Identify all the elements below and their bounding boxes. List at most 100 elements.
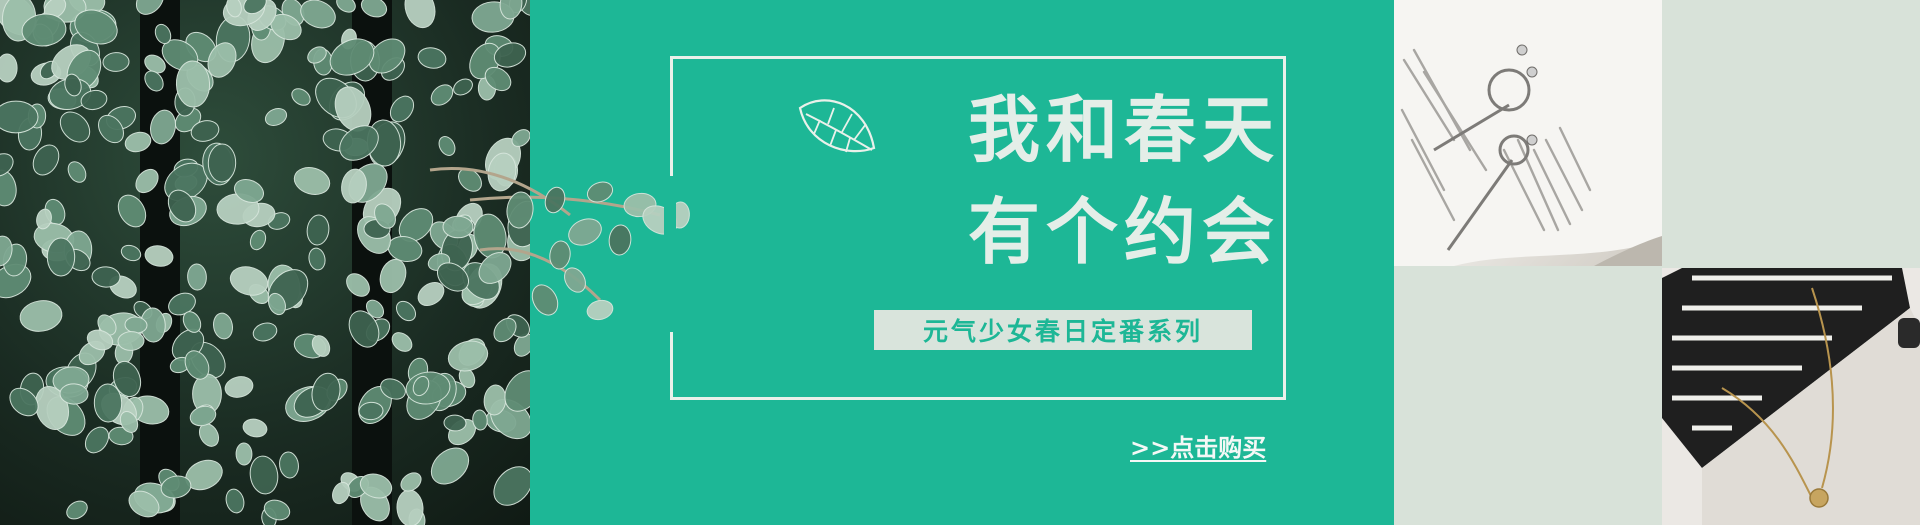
plant-leaf bbox=[242, 418, 268, 438]
plant-leaf bbox=[112, 360, 142, 398]
plant-leaf bbox=[0, 235, 13, 267]
plant-leaf bbox=[478, 252, 512, 284]
plant-leaf bbox=[184, 350, 210, 380]
earring-book-photo[interactable] bbox=[1394, 0, 1662, 266]
plant-leaf bbox=[329, 38, 375, 76]
plant-leaf bbox=[9, 387, 39, 417]
plant-leaf bbox=[102, 52, 130, 72]
plant-leaf bbox=[187, 263, 207, 291]
plant-photo bbox=[0, 0, 530, 525]
plant-leaf bbox=[74, 9, 118, 45]
plant-leaf bbox=[0, 169, 17, 207]
plant-leaf bbox=[84, 426, 110, 454]
plant-leaf bbox=[447, 340, 489, 372]
plant-leaf bbox=[391, 332, 413, 352]
plant-leaf bbox=[252, 322, 278, 342]
plant-leaf bbox=[487, 152, 517, 192]
plant-leaf bbox=[119, 411, 139, 433]
plant-leaf bbox=[549, 240, 571, 270]
plant-leaf bbox=[389, 95, 415, 123]
plant-leaf bbox=[493, 466, 530, 506]
plant-leaf bbox=[608, 224, 632, 256]
plant-leaf bbox=[32, 144, 60, 176]
plant-leaf bbox=[332, 481, 350, 505]
plant-leaf bbox=[368, 38, 406, 74]
scarf-art bbox=[1662, 268, 1920, 525]
plant-leaf bbox=[264, 108, 288, 126]
plant-leaf bbox=[120, 244, 142, 262]
plant-leaf bbox=[586, 299, 614, 321]
plant-leaf bbox=[311, 372, 341, 412]
plant-leaf bbox=[395, 300, 417, 322]
plant-leaf bbox=[438, 136, 456, 156]
plant-leaf bbox=[175, 60, 211, 108]
plant-leaf bbox=[225, 488, 245, 514]
plant-leaf bbox=[226, 0, 242, 18]
plant-leaf bbox=[207, 143, 237, 183]
plant-leaf bbox=[144, 245, 174, 267]
plant-leaf bbox=[59, 383, 89, 405]
plant-leaf bbox=[400, 472, 422, 492]
plant-leaf bbox=[360, 0, 388, 18]
overhang-leaves bbox=[429, 166, 690, 343]
plant-leaf bbox=[144, 70, 164, 92]
plant-leaf bbox=[472, 409, 488, 431]
buy-now-link[interactable]: >>点击购买 bbox=[1130, 433, 1267, 462]
plant-leaf bbox=[117, 331, 145, 351]
plant-leaf bbox=[586, 181, 614, 203]
plant-leaf bbox=[511, 129, 530, 147]
plant-leaf bbox=[213, 312, 233, 340]
plant-leaf bbox=[417, 47, 447, 69]
plant-leaf bbox=[93, 383, 123, 423]
plant-leaf bbox=[97, 314, 117, 336]
plant-leaf bbox=[19, 300, 63, 332]
plant-leaf bbox=[443, 414, 467, 432]
plant-leaf bbox=[346, 273, 370, 297]
plant-leaf bbox=[493, 317, 517, 343]
title-line-1: 我和春天 bbox=[967, 88, 1280, 172]
plant-leaf bbox=[0, 53, 18, 83]
plant-leaf bbox=[117, 194, 147, 228]
plant-leaf bbox=[430, 447, 470, 485]
plant-leaf bbox=[207, 42, 237, 78]
scarf-necklace-photo[interactable] bbox=[1662, 268, 1920, 525]
plant-leaf bbox=[380, 378, 406, 400]
plant-leaf bbox=[167, 189, 197, 223]
plant-leaf bbox=[531, 284, 559, 316]
plant-leaf bbox=[234, 179, 264, 203]
plant-leaf bbox=[436, 262, 470, 292]
plant-leaf bbox=[358, 401, 384, 421]
plant-leaf bbox=[442, 215, 474, 239]
plant-leaf bbox=[504, 370, 530, 412]
plant-leaf bbox=[513, 333, 530, 357]
plant-leaf bbox=[128, 490, 160, 518]
plant-leaf bbox=[66, 500, 88, 520]
plant-leaf bbox=[374, 203, 396, 229]
plant-leaf bbox=[359, 473, 393, 499]
plant-leaf bbox=[365, 299, 385, 319]
plant-leaf bbox=[300, 0, 336, 29]
plant-leaf bbox=[341, 168, 367, 204]
plant-leaf bbox=[86, 329, 114, 351]
plant-leaf bbox=[308, 247, 326, 271]
plant-leaf bbox=[98, 114, 124, 144]
plant-leaf bbox=[224, 376, 254, 398]
plant-leaf bbox=[154, 23, 172, 45]
plant-leaf bbox=[291, 88, 311, 106]
plant-leaf bbox=[182, 311, 202, 333]
subtitle-badge: 元气少女春日定番系列 bbox=[874, 310, 1252, 350]
plant-leaf bbox=[568, 218, 602, 246]
plant-leaf bbox=[235, 442, 253, 466]
plant-leaf bbox=[0, 100, 39, 134]
plant-leaf bbox=[21, 13, 67, 47]
plant-leaf bbox=[307, 46, 327, 64]
title-line-2: 有个约会 bbox=[967, 190, 1280, 274]
plant-leaf bbox=[64, 73, 82, 97]
plant-leaf bbox=[506, 191, 534, 229]
plant-leaf bbox=[135, 0, 165, 15]
plant-leaf bbox=[336, 0, 356, 13]
plant-leaf bbox=[279, 451, 299, 479]
plant-leaf bbox=[160, 475, 192, 499]
book-page-art bbox=[1394, 0, 1662, 266]
